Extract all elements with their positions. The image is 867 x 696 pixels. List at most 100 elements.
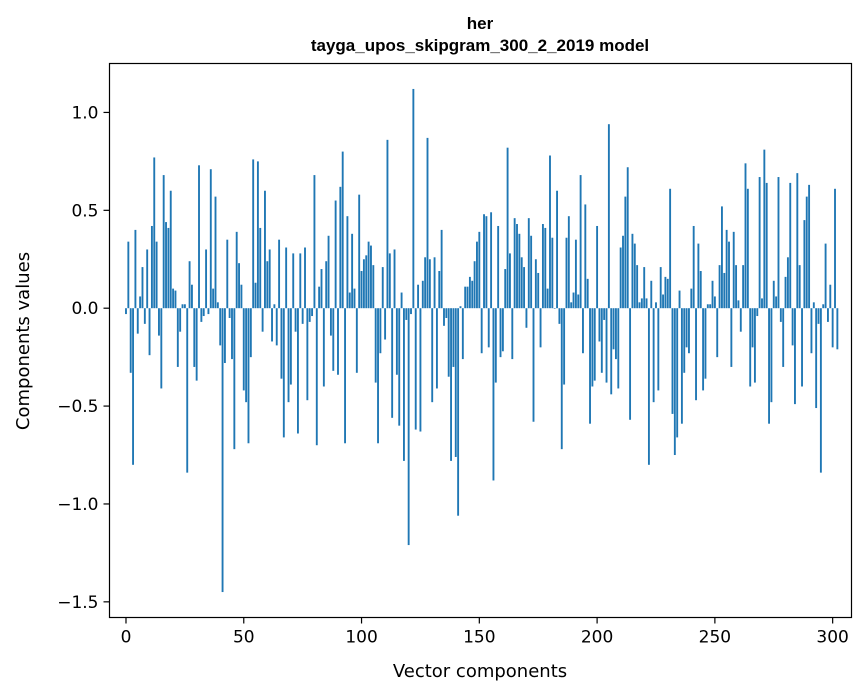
bar-component-144 <box>464 286 467 309</box>
bar-component-152 <box>483 214 485 309</box>
bar-component-41 <box>221 308 224 593</box>
bar-component-35 <box>207 308 210 315</box>
bar-component-204 <box>605 308 608 383</box>
bar-component-38 <box>214 196 217 309</box>
bar-component-158 <box>497 225 500 309</box>
y-axis-label: Components values <box>13 252 34 430</box>
bar-component-66 <box>280 308 283 379</box>
bar-component-155 <box>490 212 493 309</box>
bar-component-120 <box>407 308 410 546</box>
bar-component-229 <box>664 276 667 309</box>
bar-component-215 <box>631 233 634 309</box>
bar-component-273 <box>768 308 770 424</box>
bar-component-157 <box>494 308 497 383</box>
x-tick-label: 0 <box>121 628 132 648</box>
bar-component-268 <box>756 308 759 317</box>
bar-component-282 <box>789 182 792 309</box>
bar-component-232 <box>671 308 674 414</box>
bar-component-84 <box>322 308 325 387</box>
bar-component-213 <box>626 167 629 309</box>
bar-component-265 <box>749 308 752 387</box>
x-tick-label: 300 <box>816 628 848 648</box>
bar-component-63 <box>273 304 276 309</box>
bar-component-116 <box>398 308 401 426</box>
bar-component-275 <box>772 280 775 309</box>
bar-component-113 <box>391 308 394 418</box>
bar-component-220 <box>643 267 646 309</box>
bar-component-184 <box>558 308 561 324</box>
bar-component-19 <box>169 190 172 309</box>
bar-component-131 <box>433 257 436 309</box>
bar-component-51 <box>245 308 248 403</box>
bar-component-262 <box>742 265 745 309</box>
bar-component-122 <box>412 88 415 309</box>
bar-component-22 <box>176 308 179 367</box>
bar-component-180 <box>549 155 551 309</box>
bar-component-297 <box>824 243 827 309</box>
bar-component-263 <box>744 163 747 309</box>
bar-component-271 <box>763 149 766 309</box>
bar-component-77 <box>306 308 309 401</box>
bar-component-207 <box>612 308 615 350</box>
bar-component-92 <box>341 151 344 309</box>
bar-component-256 <box>728 241 730 309</box>
bar-component-29 <box>193 308 196 367</box>
bar-component-93 <box>344 308 346 444</box>
bar-component-177 <box>541 224 544 309</box>
y-tick-label: 0.0 <box>71 299 98 319</box>
bar-component-30 <box>195 308 198 381</box>
bar-component-244 <box>699 271 702 309</box>
bar-component-89 <box>334 200 337 309</box>
bar-component-290 <box>808 184 811 309</box>
bar-component-257 <box>730 308 733 367</box>
bar-component-302 <box>836 308 839 350</box>
bar-component-95 <box>348 292 351 309</box>
bar-component-255 <box>725 229 728 309</box>
bar-component-163 <box>509 253 511 309</box>
bar-component-211 <box>622 235 624 309</box>
bar-component-258 <box>732 231 735 309</box>
bar-component-230 <box>666 278 669 309</box>
y-tick-label: −0.5 <box>57 397 98 417</box>
bar-component-171 <box>527 218 530 309</box>
bar-component-105 <box>372 265 375 309</box>
bar-component-136 <box>445 308 448 318</box>
bar-component-124 <box>417 284 420 309</box>
bar-component-54 <box>252 159 255 309</box>
bar-component-145 <box>466 286 469 309</box>
bar-component-100 <box>360 271 363 309</box>
bar-component-295 <box>819 308 822 473</box>
bar-component-182 <box>553 308 556 309</box>
bar-component-13 <box>155 241 158 309</box>
bar-component-226 <box>657 308 660 391</box>
bar-component-3 <box>132 308 134 465</box>
bar-component-284 <box>794 308 796 405</box>
bar-component-151 <box>480 308 483 354</box>
bar-component-280 <box>784 276 787 309</box>
bar-component-147 <box>471 280 474 309</box>
bar-component-245 <box>702 308 705 391</box>
bar-component-110 <box>384 308 387 340</box>
bar-component-16 <box>162 175 165 309</box>
bar-component-28 <box>191 284 193 309</box>
bar-component-206 <box>610 308 613 395</box>
bar-component-69 <box>287 308 290 403</box>
bar-component-80 <box>313 175 316 309</box>
bar-component-195 <box>584 204 587 309</box>
x-axis: 0 50 100 150 200 250 300 <box>121 617 849 648</box>
bar-component-166 <box>516 224 518 309</box>
bar-component-169 <box>523 267 526 309</box>
bar-component-55 <box>254 282 257 309</box>
bar-component-128 <box>426 137 429 309</box>
bar-component-161 <box>504 269 507 309</box>
bar-component-37 <box>212 288 215 309</box>
y-tick-label: 0.5 <box>71 201 98 221</box>
bar-component-165 <box>513 218 516 309</box>
bar-component-86 <box>327 235 330 309</box>
bar-component-6 <box>139 296 142 309</box>
bar-component-216 <box>633 243 636 309</box>
bar-component-212 <box>624 196 627 309</box>
bar-component-222 <box>647 308 650 465</box>
bar-component-31 <box>198 165 200 309</box>
